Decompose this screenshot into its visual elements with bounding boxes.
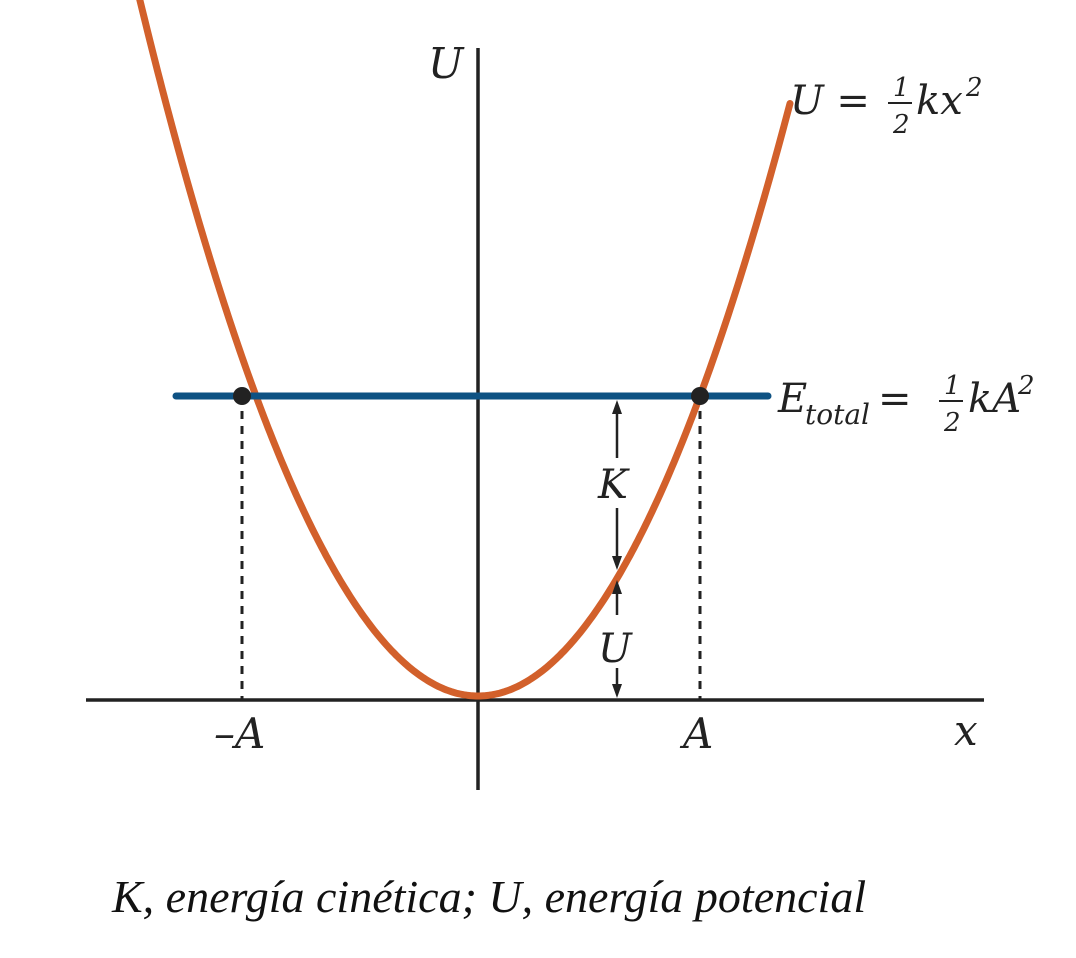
svg-text:2: 2 [892, 110, 910, 140]
svg-text:2: 2 [1017, 371, 1035, 401]
kinetic-label: K [597, 462, 630, 508]
potential-arrow [612, 580, 622, 698]
y-axis-label: U [428, 39, 465, 88]
svg-text:kx: kx [916, 78, 963, 124]
svg-text:1: 1 [893, 73, 910, 103]
curve-equation: U = 1 2 kx 2 [790, 73, 983, 140]
pos-intersection-dot [691, 387, 709, 405]
neg-intersection-dot [233, 387, 251, 405]
caption-text: K, energía cinética; U, energía potencia… [112, 871, 867, 922]
svg-text:U =: U = [790, 78, 870, 124]
svg-text:=: = [878, 376, 912, 422]
kinetic-arrow [612, 400, 622, 570]
neg-amplitude-label: –A [214, 709, 265, 758]
svg-text:E: E [777, 376, 807, 422]
svg-text:2: 2 [965, 73, 983, 103]
svg-text:kA: kA [968, 376, 1021, 422]
energy-equation: E total = 1 2 kA 2 [777, 371, 1035, 438]
potential-label: U [598, 626, 633, 672]
svg-text:total: total [805, 398, 870, 431]
x-axis-label: x [954, 706, 978, 755]
svg-text:1: 1 [944, 371, 961, 401]
potential-energy-curve [136, 0, 794, 700]
svg-text:2: 2 [943, 408, 961, 438]
pos-amplitude-label: A [679, 709, 713, 758]
